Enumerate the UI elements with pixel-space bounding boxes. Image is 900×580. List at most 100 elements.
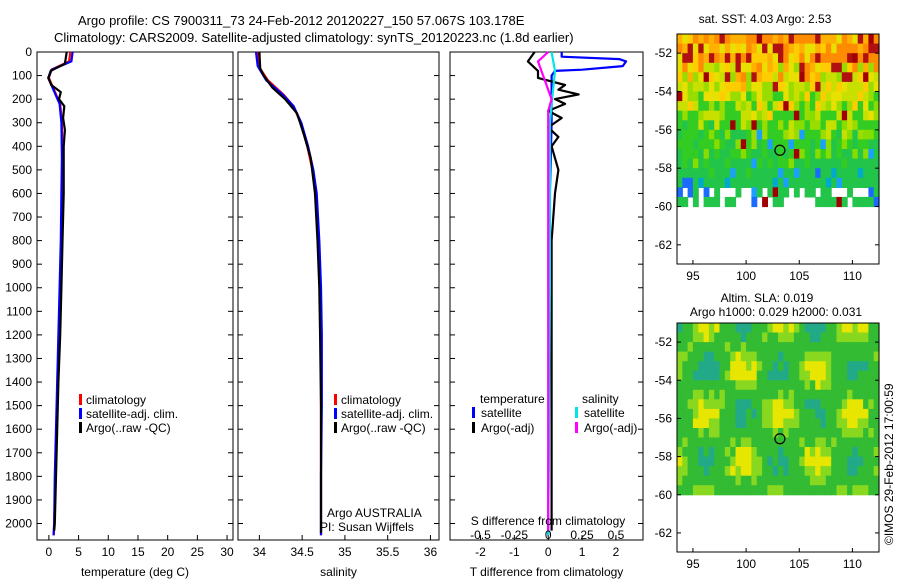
sla_map-cell (831, 399, 838, 410)
sst_map-cell (708, 196, 715, 208)
sst_map-cell (778, 139, 784, 150)
sla_map-cell (708, 351, 715, 362)
sst_map-cell (687, 149, 694, 160)
sst_map-cell (825, 53, 832, 64)
sla_map-cell (863, 399, 869, 410)
sla_map-cell (847, 370, 853, 381)
sla_map-cell (719, 323, 726, 334)
sst_map-cell (714, 120, 721, 131)
sla_map-cell (735, 428, 742, 439)
sla_map-cell (751, 428, 758, 439)
sla_map-cell (852, 408, 859, 419)
sst_map-xtick-label: 100 (736, 269, 756, 283)
sla_map-cell (815, 361, 822, 372)
sst_map-cell (836, 139, 843, 150)
sst_map-cell (692, 101, 699, 112)
sla_map-cell (852, 428, 859, 439)
sst_map-cell (730, 177, 737, 188)
sla_map-cell (692, 456, 699, 467)
sla_map-cell (820, 351, 827, 362)
sla_map-cell (852, 351, 859, 362)
diff-salinity-tick-label: 0 (545, 528, 552, 542)
sst_map-cell (825, 158, 832, 169)
sst_map-cell (698, 91, 705, 102)
sla_map-cell (873, 428, 880, 439)
sla_map-cell (783, 351, 790, 362)
sst_map-cell (863, 72, 869, 83)
sst_map-cell (799, 62, 806, 73)
sla_map-cell (724, 351, 731, 362)
sst_map-cell (714, 62, 721, 73)
sla_map-cell (783, 428, 790, 439)
sla_map-cell (692, 475, 699, 486)
sla_map-cell (767, 447, 774, 458)
sla_map-cell (793, 466, 800, 477)
sst_map-cell (778, 120, 784, 131)
diff-legend-swatch (575, 422, 578, 433)
sst_map-cell (767, 62, 774, 73)
sst_map-cell (751, 110, 758, 121)
sst_map-cell (831, 158, 838, 169)
sla_map-ytick-label: -54 (655, 373, 673, 387)
sst_map-cell (677, 43, 683, 54)
sst_map-cell (735, 120, 742, 131)
sla_map-cell (825, 370, 832, 381)
sla_map-cell (778, 475, 784, 486)
sst_map-cell (767, 81, 774, 93)
sst_map-cell (740, 34, 747, 45)
sla_map-cell (783, 323, 790, 334)
sst_map-cell (714, 34, 721, 45)
differences-xtick-label: 1 (579, 545, 586, 559)
sla_map-cell (847, 418, 853, 429)
sla_map-xtick-label: 100 (736, 557, 756, 571)
sst_map-cell (852, 81, 859, 93)
sla_map-cell (735, 370, 742, 381)
sla_map-cell (756, 380, 763, 391)
sst_map-cell (825, 91, 832, 102)
sst_map-cell (873, 149, 880, 160)
sst_map-cell (677, 139, 683, 150)
sla_map-cell (873, 361, 880, 372)
sla_map-cell (857, 475, 864, 486)
sst_map-cell (767, 187, 774, 198)
sla_map-cell (841, 456, 848, 467)
sst_map-cell (831, 139, 838, 150)
sst_map-cell (868, 177, 875, 188)
salinity-series-climatology (256, 51, 323, 536)
sst_map-cell (873, 139, 880, 150)
sla_map-cell (863, 466, 869, 477)
sst_map-cell (793, 101, 800, 112)
sla_map-cell (762, 380, 768, 391)
sla_map-cell (751, 485, 758, 496)
sla_map-cell (740, 447, 747, 458)
sst_map-cell (740, 139, 747, 150)
sst_map-cell (762, 196, 768, 208)
sla_map-cell (857, 447, 864, 458)
sla_map-cell (857, 399, 864, 410)
sla_map-cell (825, 418, 832, 429)
salinity-legend-swatch (334, 394, 337, 405)
sla_map-cell (857, 466, 864, 477)
sst_map-cell (714, 53, 721, 64)
sst_map-cell (809, 91, 816, 102)
sla_map-cell (852, 342, 859, 353)
sla_map-cell (857, 380, 864, 391)
sla_map-cell (852, 332, 859, 343)
sst_map-cell (724, 149, 731, 160)
sst_map-cell (836, 158, 843, 169)
sla_map-cell (847, 475, 853, 486)
sst_map-cell (841, 168, 848, 179)
sla_map-cell (714, 456, 721, 467)
sst_map-cell (804, 187, 811, 198)
depth-tick-label: 1100 (6, 304, 32, 318)
sst_map-cell (793, 177, 800, 188)
sla_map-cell (778, 380, 784, 391)
sla_map-cell (809, 389, 816, 400)
sla_map-cell (820, 418, 827, 429)
sla_map-cell (799, 342, 806, 353)
sst_map-cell (873, 120, 880, 131)
sla_map-cell (863, 342, 869, 353)
sla_map-cell (746, 437, 752, 448)
sla_map-cell (836, 389, 843, 400)
sst_map-cell (873, 129, 880, 140)
